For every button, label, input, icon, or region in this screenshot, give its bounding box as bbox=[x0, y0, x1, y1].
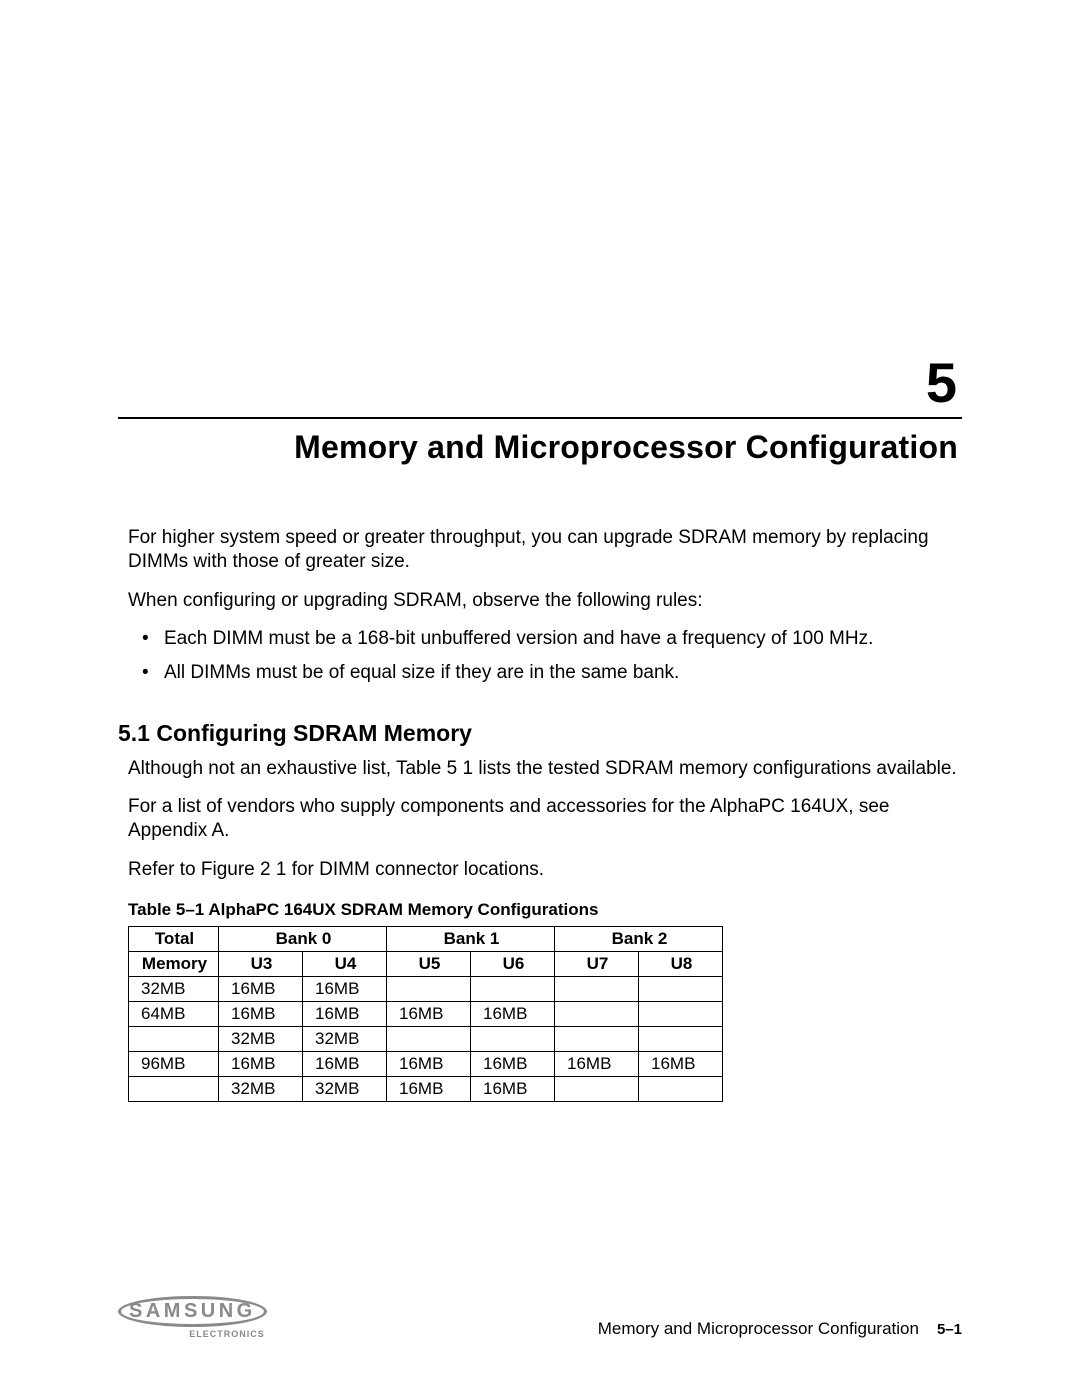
footer-right: Memory and Microprocessor Configuration … bbox=[598, 1319, 962, 1339]
table-row: 32MB 16MB 16MB bbox=[129, 976, 723, 1001]
th-u7: U7 bbox=[555, 951, 639, 976]
cell-u3: 16MB bbox=[219, 1001, 303, 1026]
chapter-title: Memory and Microprocessor Configuration bbox=[118, 429, 962, 466]
cell-u8 bbox=[639, 1026, 723, 1051]
table-header-row-slots: Memory U3 U4 U5 U6 U7 U8 bbox=[129, 951, 723, 976]
table-header-row-banks: Total Bank 0 Bank 1 Bank 2 bbox=[129, 926, 723, 951]
table-row: 64MB 16MB 16MB 16MB 16MB bbox=[129, 1001, 723, 1026]
cell-u6: 16MB bbox=[471, 1076, 555, 1101]
cell-total bbox=[129, 1076, 219, 1101]
th-u5: U5 bbox=[387, 951, 471, 976]
brand-logo: SAMSUNG ELECTRONICS bbox=[118, 1296, 267, 1339]
th-u3: U3 bbox=[219, 951, 303, 976]
th-bank0: Bank 0 bbox=[219, 926, 387, 951]
section-heading: 5.1 Configuring SDRAM Memory bbox=[118, 720, 962, 747]
th-memory: Memory bbox=[129, 951, 219, 976]
cell-u4: 32MB bbox=[303, 1026, 387, 1051]
cell-total: 96MB bbox=[129, 1051, 219, 1076]
cell-u4: 16MB bbox=[303, 976, 387, 1001]
th-u6: U6 bbox=[471, 951, 555, 976]
intro-paragraph-1: For higher system speed or greater throu… bbox=[118, 526, 962, 575]
th-u4: U4 bbox=[303, 951, 387, 976]
chapter-rule bbox=[118, 417, 962, 419]
cell-u4: 16MB bbox=[303, 1051, 387, 1076]
cell-u5: 16MB bbox=[387, 1051, 471, 1076]
cell-u6 bbox=[471, 1026, 555, 1051]
cell-total bbox=[129, 1026, 219, 1051]
logo-main-text: SAMSUNG bbox=[129, 1300, 256, 1322]
intro-bullet-1: Each DIMM must be a 168-bit unbuffered v… bbox=[164, 627, 962, 651]
th-bank2: Bank 2 bbox=[555, 926, 723, 951]
table-row: 32MB 32MB bbox=[129, 1026, 723, 1051]
cell-u7 bbox=[555, 1076, 639, 1101]
intro-paragraph-2: When configuring or upgrading SDRAM, obs… bbox=[118, 589, 962, 613]
cell-u5 bbox=[387, 1026, 471, 1051]
cell-u5: 16MB bbox=[387, 1001, 471, 1026]
cell-u7 bbox=[555, 1001, 639, 1026]
th-bank1: Bank 1 bbox=[387, 926, 555, 951]
cell-total: 32MB bbox=[129, 976, 219, 1001]
page: 5 Memory and Microprocessor Configuratio… bbox=[0, 0, 1080, 1397]
footer-doc-title: Memory and Microprocessor Configuration bbox=[598, 1319, 919, 1339]
cell-total: 64MB bbox=[129, 1001, 219, 1026]
cell-u5 bbox=[387, 976, 471, 1001]
cell-u8: 16MB bbox=[639, 1051, 723, 1076]
table-caption: Table 5–1 AlphaPC 164UX SDRAM Memory Con… bbox=[128, 900, 962, 920]
th-u8: U8 bbox=[639, 951, 723, 976]
table-row: 32MB 32MB 16MB 16MB bbox=[129, 1076, 723, 1101]
table-row: 96MB 16MB 16MB 16MB 16MB 16MB 16MB bbox=[129, 1051, 723, 1076]
section-paragraph-1: Although not an exhaustive list, Table 5… bbox=[118, 757, 962, 781]
cell-u5: 16MB bbox=[387, 1076, 471, 1101]
section-paragraph-3: Refer to Figure 2 1 for DIMM connector l… bbox=[118, 858, 962, 882]
th-total: Total bbox=[129, 926, 219, 951]
cell-u8 bbox=[639, 1001, 723, 1026]
page-footer: SAMSUNG ELECTRONICS Memory and Microproc… bbox=[118, 1296, 962, 1339]
cell-u8 bbox=[639, 1076, 723, 1101]
samsung-logo-icon: SAMSUNG bbox=[118, 1296, 267, 1327]
logo-sub-text: ELECTRONICS bbox=[189, 1329, 267, 1339]
cell-u3: 16MB bbox=[219, 976, 303, 1001]
cell-u6: 16MB bbox=[471, 1001, 555, 1026]
cell-u8 bbox=[639, 976, 723, 1001]
footer-page-number: 5–1 bbox=[937, 1321, 962, 1338]
section-paragraph-2: For a list of vendors who supply compone… bbox=[118, 795, 962, 844]
chapter-number: 5 bbox=[118, 355, 962, 411]
cell-u3: 16MB bbox=[219, 1051, 303, 1076]
memory-config-table: Total Bank 0 Bank 1 Bank 2 Memory U3 U4 … bbox=[128, 926, 723, 1102]
cell-u4: 32MB bbox=[303, 1076, 387, 1101]
cell-u7: 16MB bbox=[555, 1051, 639, 1076]
cell-u4: 16MB bbox=[303, 1001, 387, 1026]
intro-bullet-list: Each DIMM must be a 168-bit unbuffered v… bbox=[118, 627, 962, 686]
cell-u3: 32MB bbox=[219, 1076, 303, 1101]
cell-u6: 16MB bbox=[471, 1051, 555, 1076]
cell-u6 bbox=[471, 976, 555, 1001]
intro-bullet-2: All DIMMs must be of equal size if they … bbox=[164, 661, 962, 685]
cell-u3: 32MB bbox=[219, 1026, 303, 1051]
cell-u7 bbox=[555, 1026, 639, 1051]
cell-u7 bbox=[555, 976, 639, 1001]
